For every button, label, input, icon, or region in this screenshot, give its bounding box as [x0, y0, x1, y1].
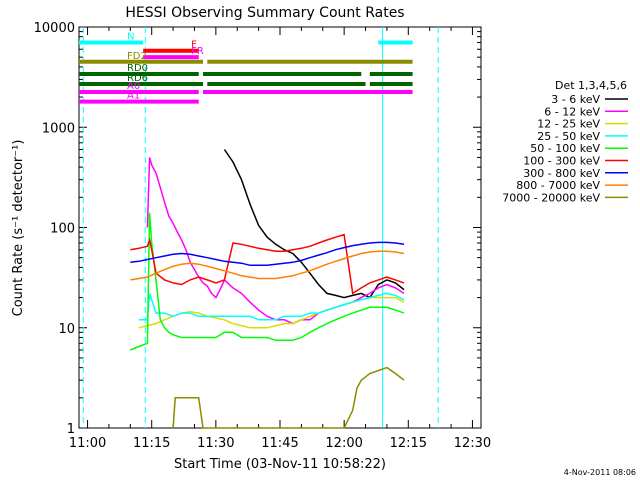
flag-label-rd0: RD0 — [127, 63, 148, 74]
legend-title: Det 1,3,4,5,6 — [555, 79, 627, 92]
legend-entry-label: 12 - 25 keV — [537, 118, 600, 131]
series-line-9 — [172, 366, 405, 429]
x-tick-label: 11:15 — [133, 436, 170, 451]
legend-entry-label: 50 - 100 keV — [530, 142, 600, 155]
x-tick-label: 12:15 — [390, 436, 427, 451]
plot-area — [130, 149, 405, 429]
y-tick-label: 10000 — [34, 21, 75, 36]
flag-label-fr: FR — [191, 46, 204, 57]
series-line-3 — [138, 296, 405, 329]
series-line-1 — [223, 149, 405, 299]
x-tick-label: 11:45 — [261, 436, 298, 451]
y-tick-label: 1 — [67, 422, 75, 437]
legend-entry-label: 800 - 7000 keV — [516, 179, 600, 192]
flag-label-f: F — [191, 40, 197, 51]
timestamp: 4-Nov-2011 08:06 — [564, 468, 636, 477]
legend-entry-label: 3 - 6 keV — [551, 93, 600, 106]
flag-label-fd2: FD2 — [127, 51, 147, 62]
series-line-6 — [130, 233, 405, 295]
x-axis: 11:00 11:15 11:30 11:45 12:00 12:15 12:30 — [69, 27, 491, 451]
y-axis: 1 10 100 1000 10000 — [34, 21, 481, 437]
series-line-7 — [130, 241, 405, 267]
x-axis-label: Start Time (03-Nov-11 10:58:22) — [174, 457, 386, 472]
legend-entry-label: 100 - 300 keV — [523, 155, 600, 168]
flag-label-n: N — [127, 32, 134, 43]
y-tick-label: 10 — [58, 322, 75, 337]
legend-entry-label: 6 - 12 keV — [544, 105, 600, 118]
flag-label-a1: A1 — [127, 91, 140, 102]
chart-title: HESSI Observing Summary Count Rates — [125, 5, 404, 21]
series-line-4 — [138, 292, 405, 321]
series-line-5 — [130, 212, 405, 351]
legend-entry-label: 300 - 800 keV — [523, 167, 600, 180]
x-tick-label: 12:00 — [325, 436, 362, 451]
flag-label-rd6: RD6 — [127, 73, 148, 84]
series-line-8 — [130, 250, 405, 281]
x-tick-label: 11:30 — [197, 436, 234, 451]
y-axis-label: Count Rate (s⁻¹ detector⁻¹) — [11, 140, 26, 317]
x-tick-label: 11:00 — [69, 436, 106, 451]
x-tick-label: 12:30 — [454, 436, 491, 451]
y-tick-label: 1000 — [42, 121, 75, 136]
y-tick-label: 100 — [50, 222, 75, 237]
flag-label-a0: A0 — [127, 81, 140, 92]
legend-entry-label: 25 - 50 keV — [537, 130, 600, 143]
legend-entry-label: 7000 - 20000 keV — [502, 191, 600, 204]
